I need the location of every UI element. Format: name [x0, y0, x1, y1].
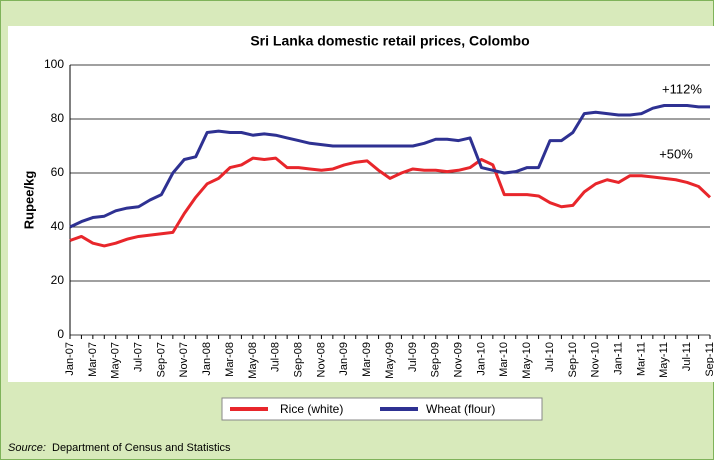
y-tick-label: 0 — [57, 327, 64, 341]
x-tick-label: Jan-11 — [612, 342, 624, 375]
x-tick-label: Jul-08 — [270, 342, 282, 372]
legend-label: Wheat (flour) — [426, 402, 495, 416]
y-axis-label: Rupee/kg — [21, 171, 36, 230]
x-tick-label: Jan-10 — [475, 342, 487, 376]
x-tick-label: Jan-09 — [338, 342, 350, 376]
legend-label: Rice (white) — [280, 402, 343, 416]
x-tick-label: Mar-08 — [224, 342, 236, 377]
x-tick-label: Sep-08 — [292, 342, 304, 377]
x-tick-label: Nov-10 — [590, 342, 602, 377]
x-tick-label: May-10 — [521, 342, 533, 379]
source-label: Source: — [8, 442, 46, 454]
x-tick-label: May-08 — [247, 342, 259, 379]
x-tick-label: Nov-07 — [178, 342, 190, 377]
chart-area — [8, 26, 714, 382]
x-tick-label: May-09 — [384, 342, 396, 379]
x-tick-label: Mar-10 — [498, 342, 510, 377]
x-tick-label: May-11 — [658, 342, 670, 378]
x-tick-label: May-07 — [110, 342, 122, 379]
x-tick-label: Jul-10 — [544, 342, 556, 372]
x-tick-label: Mar-07 — [87, 342, 99, 377]
x-tick-label: Sep-07 — [155, 342, 167, 377]
annotation: +50% — [659, 146, 693, 161]
x-tick-label: Jul-09 — [407, 342, 419, 372]
x-tick-label: Nov-08 — [315, 342, 327, 377]
y-tick-label: 80 — [51, 111, 65, 125]
x-tick-label: Jul-07 — [132, 342, 144, 372]
x-tick-label: Jul-11 — [681, 342, 693, 371]
y-tick-label: 60 — [51, 165, 65, 179]
source: Department of Census and Statistics — [52, 442, 231, 454]
line-series — [69, 104, 710, 229]
annotation: +112% — [662, 81, 702, 96]
y-tick-label: 20 — [51, 273, 65, 287]
x-tick-label: Jan-08 — [201, 342, 213, 376]
x-tick-label: Nov-09 — [452, 342, 464, 377]
x-tick-label: Jan-07 — [64, 342, 76, 376]
x-tick-label: Sep-09 — [430, 342, 442, 377]
line-series — [69, 156, 712, 248]
x-tick-label: Sep-10 — [567, 342, 579, 377]
chart-title: Sri Lanka domestic retail prices, Colomb… — [250, 33, 529, 49]
x-tick-label: Mar-09 — [361, 342, 373, 377]
y-tick-label: 40 — [51, 219, 65, 233]
y-tick-label: 100 — [44, 57, 64, 71]
x-tick-label: Mar-11 — [635, 342, 647, 376]
x-tick-label: Sep-11 — [704, 342, 714, 377]
